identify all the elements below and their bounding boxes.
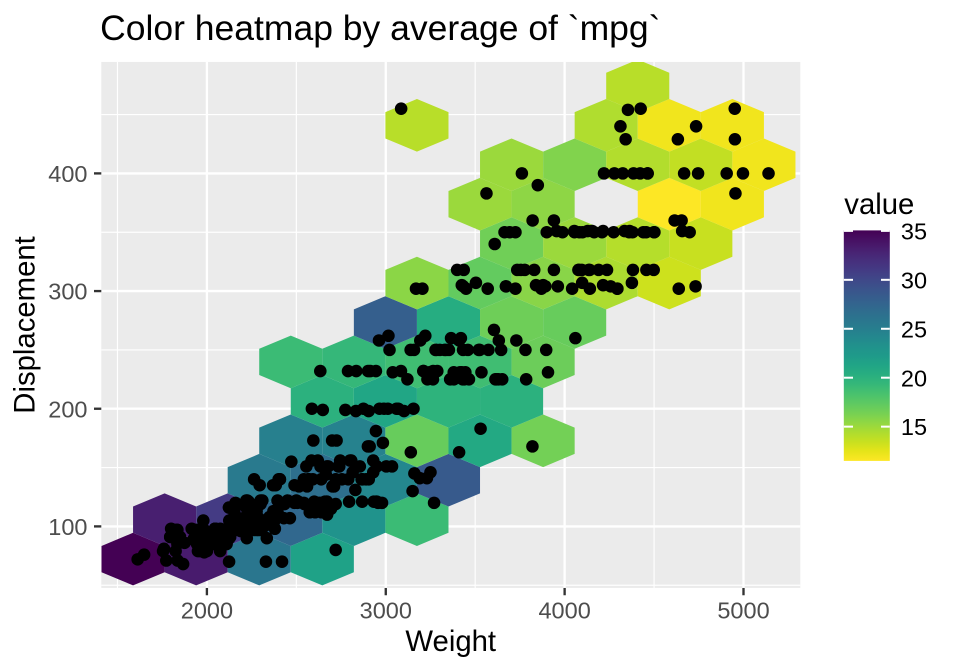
svg-text:2000: 2000 [181,597,233,623]
svg-text:300: 300 [48,279,87,305]
svg-text:5000: 5000 [717,597,769,623]
svg-text:25: 25 [901,316,927,342]
svg-text:100: 100 [48,514,87,540]
svg-text:200: 200 [48,396,87,422]
svg-text:3000: 3000 [360,597,412,623]
svg-text:value: value [844,188,914,221]
svg-text:Weight: Weight [405,625,496,658]
svg-text:400: 400 [48,161,87,187]
svg-text:Displacement: Displacement [8,236,41,413]
svg-text:4000: 4000 [538,597,590,623]
svg-text:Color heatmap by average of `m: Color heatmap by average of `mpg` [100,8,660,48]
svg-text:35: 35 [901,218,927,244]
svg-text:30: 30 [901,267,927,293]
svg-text:20: 20 [901,365,927,391]
svg-text:15: 15 [901,414,927,440]
